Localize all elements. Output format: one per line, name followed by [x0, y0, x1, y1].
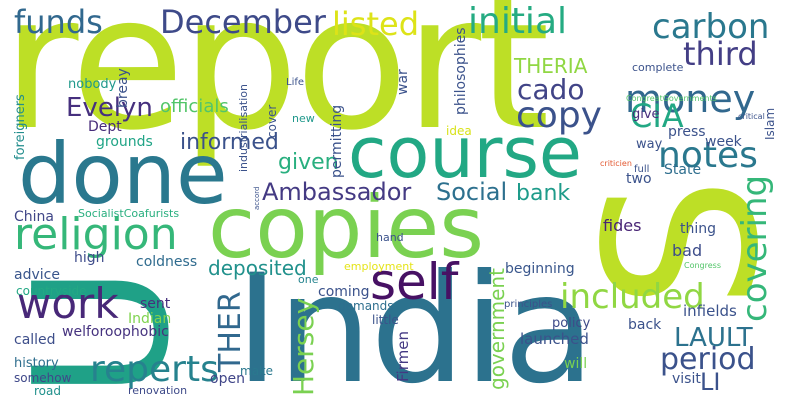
word-foreigners: foreigners — [13, 94, 28, 160]
word-little: little — [372, 313, 399, 327]
word-reperts: reperts — [90, 349, 219, 390]
word-firmen: Firmen — [394, 331, 412, 382]
word-india: India — [235, 243, 595, 405]
word-full: full — [634, 164, 650, 175]
word-renovation: renovation — [128, 384, 188, 397]
word-permitting: permitting — [329, 104, 345, 178]
word-way: way — [636, 137, 663, 152]
word-carbon: carbon — [652, 7, 770, 47]
word-theria: THERIA — [514, 54, 588, 78]
word-critical: critical — [738, 112, 765, 121]
word-course: course — [348, 112, 582, 194]
word-industrialisation: industrialisation — [237, 84, 250, 172]
word-december: December — [160, 3, 326, 41]
word-give: give — [632, 107, 660, 122]
word-done: done — [18, 125, 228, 223]
word-hersey: Hersey — [287, 297, 320, 396]
word-china: China — [14, 209, 54, 225]
word-notes: notes — [658, 135, 758, 176]
word-state: State — [664, 162, 702, 178]
word-idea: idea — [446, 124, 472, 138]
word-somehow: somehow — [14, 371, 72, 385]
word-congreatgovernments: CongreatGovernments — [626, 94, 717, 103]
word-congress: Congress — [684, 261, 721, 270]
word-self: self — [370, 253, 459, 311]
word-covering: covering — [735, 174, 775, 322]
word-islam: Islam — [763, 107, 777, 140]
word-one: one — [298, 273, 319, 286]
word-philosophies: philosophies — [453, 27, 469, 115]
word-visit: visit — [672, 371, 701, 387]
word-cia: CIA — [630, 97, 684, 135]
word-employment: employment — [344, 260, 414, 273]
word-social: Social — [436, 178, 508, 206]
word-included: included — [560, 277, 705, 317]
word-report: report — [2, 0, 550, 171]
word-nobody: nobody — [68, 77, 117, 92]
word-make: make — [240, 364, 273, 378]
word-press: press — [668, 124, 706, 140]
word-copies: copies — [208, 178, 485, 278]
word-initial: initial — [468, 1, 567, 42]
word-policy: policy — [552, 316, 591, 331]
word-demands: demands — [338, 299, 394, 313]
word-money: money — [625, 77, 756, 121]
word-work: work — [17, 279, 119, 328]
word-will: will — [564, 356, 588, 372]
word-cado: cado — [517, 73, 585, 106]
word-religion: religion — [14, 209, 178, 260]
word-fides: fides — [603, 216, 642, 235]
word-funds: funds — [14, 3, 103, 41]
word-evelyn: Evelyn — [66, 93, 153, 123]
word-indian: Indian — [128, 311, 172, 327]
word-bad: bad — [672, 241, 703, 260]
word-informed: informed — [180, 130, 279, 155]
word-third: third — [683, 35, 758, 73]
word-countryside: countryside — [16, 284, 87, 298]
word-complete: complete — [632, 61, 684, 74]
word-copy: copy — [516, 95, 602, 136]
word-breay: breay — [115, 68, 131, 108]
word-listed: listed — [332, 5, 419, 43]
word-history: history — [14, 356, 59, 371]
word-thing: thing — [680, 221, 717, 237]
word-open: open — [210, 371, 245, 387]
word-lault: LAULT — [674, 323, 753, 353]
word-officials: officials — [160, 96, 229, 117]
word-grounds: grounds — [96, 134, 153, 150]
word-life: Life — [286, 77, 305, 88]
word-sent: sent — [140, 296, 171, 312]
word-given: given — [278, 150, 339, 175]
word-back: back — [628, 317, 662, 333]
word-infields: infields — [683, 302, 737, 320]
word-bank: bank — [516, 181, 571, 206]
word-government: government — [485, 268, 509, 390]
word-new: new — [292, 112, 315, 125]
word-li: LI — [700, 368, 721, 396]
word-high: high — [74, 250, 105, 266]
word-war: war — [395, 69, 411, 95]
word-dept: Dept — [88, 119, 122, 135]
word-period: period — [660, 342, 756, 377]
word-called: called — [14, 332, 56, 348]
word-launched: launched — [520, 330, 589, 348]
word-advice: advice — [14, 267, 60, 283]
word-welforoophobic: welforoophobic — [62, 324, 169, 340]
word-two: two — [626, 171, 652, 187]
word-week: week — [705, 134, 742, 150]
word-principles: principles — [504, 299, 553, 310]
word-cover: cover — [265, 104, 279, 138]
word-socialistcoafurists: SocialistCoafurists — [78, 207, 180, 220]
word-hand: hand — [376, 231, 404, 244]
word-ambassador: Ambassador — [262, 178, 412, 206]
word-coldness: coldness — [136, 254, 198, 270]
word-beginning: beginning — [505, 261, 575, 277]
word-coming: coming — [318, 284, 370, 300]
word-ther: THER — [213, 291, 248, 372]
word-accord: accord — [253, 186, 261, 210]
word-criticien: criticien — [600, 159, 632, 168]
word-deposited: deposited — [208, 256, 307, 280]
word-road: road — [34, 384, 61, 398]
